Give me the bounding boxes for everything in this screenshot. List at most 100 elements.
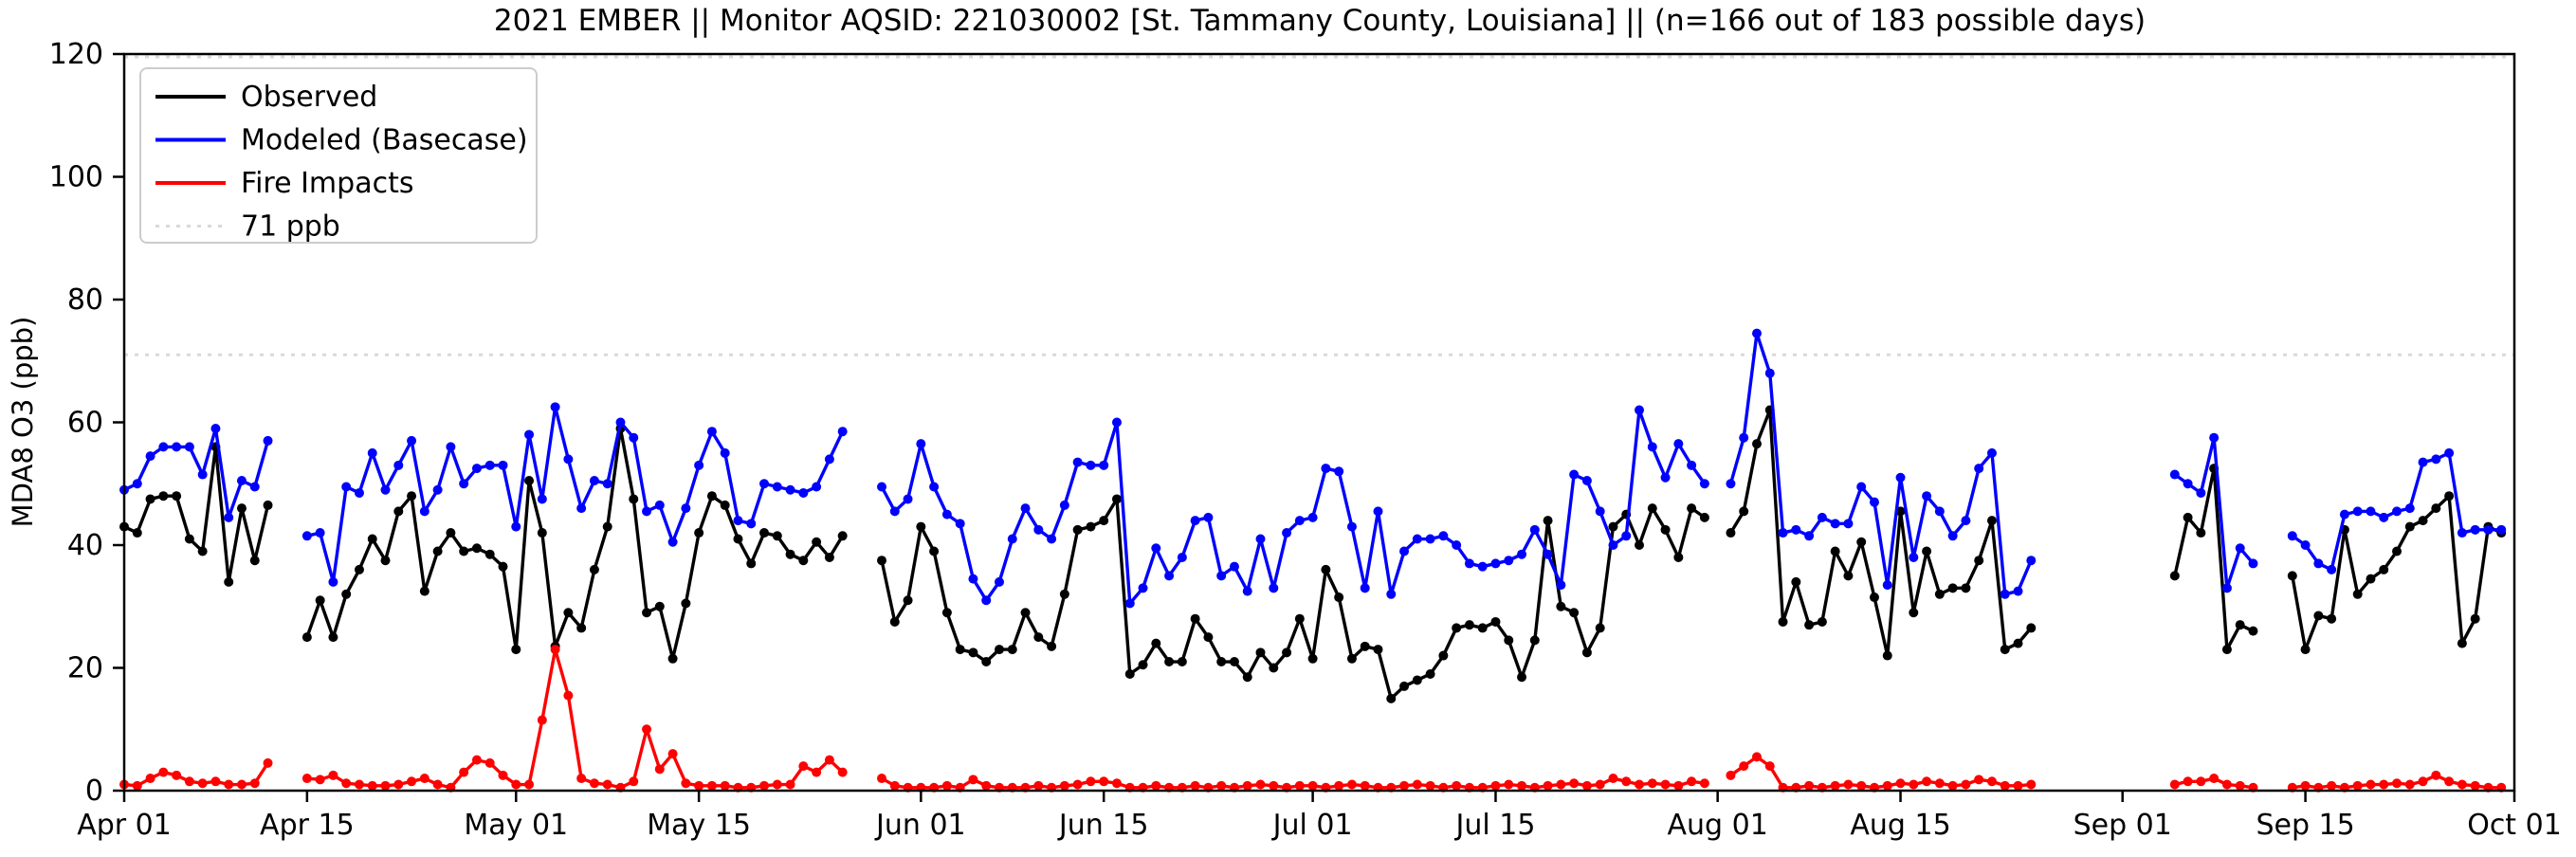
series-fire-marker <box>1399 780 1410 791</box>
series-observed-marker <box>1360 641 1370 651</box>
series-observed-marker <box>589 564 599 574</box>
series-fire-marker <box>798 761 809 772</box>
series-modeled-marker <box>1346 521 1357 532</box>
series-observed-marker <box>224 576 234 587</box>
series-observed-marker <box>524 476 535 486</box>
series-observed-marker <box>785 549 795 559</box>
series-fire-marker <box>524 779 535 790</box>
series-observed-marker <box>1922 546 1932 556</box>
series-fire-marker <box>2209 774 2220 784</box>
series-modeled-marker <box>1635 405 1645 415</box>
series-modeled-marker <box>1778 528 1788 538</box>
y-tick-label: 0 <box>85 775 103 808</box>
series-fire-marker <box>1856 780 1867 791</box>
series-modeled-marker <box>1334 466 1344 477</box>
series-modeled-marker <box>1986 447 1997 458</box>
series-observed-marker <box>1961 583 1971 593</box>
series-observed-marker <box>837 531 848 541</box>
series-modeled-marker <box>759 479 770 489</box>
series-fire-marker <box>1490 780 1501 791</box>
series-fire-marker <box>1934 778 1945 789</box>
series-modeled-marker <box>1164 571 1175 581</box>
series-modeled-marker <box>1177 552 1187 562</box>
series-modeled-marker <box>1804 531 1815 541</box>
series-modeled-marker <box>1282 528 1292 538</box>
series-modeled-marker <box>1751 328 1762 338</box>
series-observed-marker <box>720 500 730 510</box>
series-fire-marker <box>981 780 992 791</box>
series-observed-marker <box>1843 571 1854 581</box>
series-observed-marker <box>1543 516 1553 526</box>
x-tick-label: Jul 01 <box>1271 809 1353 842</box>
series-modeled-marker <box>184 442 194 452</box>
series-modeled-marker <box>563 454 574 465</box>
series-fire-marker <box>1151 780 1161 791</box>
series-observed-marker <box>929 546 940 556</box>
series-modeled-marker <box>2313 558 2324 569</box>
series-fire-marker <box>1673 780 1684 791</box>
series-observed-marker <box>1751 439 1762 449</box>
series-fire-marker <box>1569 778 1580 789</box>
series-modeled-marker <box>145 451 155 462</box>
series-modeled-marker <box>1830 519 1840 529</box>
series-fire-marker <box>249 778 260 789</box>
series-observed-marker <box>1569 608 1580 618</box>
series-fire-marker <box>2470 780 2480 791</box>
series-observed-line <box>880 497 1706 701</box>
series-modeled-marker <box>1647 442 1657 452</box>
series-observed-marker <box>2013 638 2023 648</box>
series-modeled-marker <box>1961 516 1971 526</box>
plot-area: Apr 01 Apr 15 May 01 May 15 Jun 01 Jun 15 Jul … <box>49 38 2562 842</box>
series-modeled-marker <box>2221 583 2232 593</box>
series-fire-marker <box>1595 779 1605 790</box>
series-observed-marker <box>1595 623 1605 633</box>
series-fire-marker <box>1660 779 1671 790</box>
series-modeled-marker <box>1504 556 1514 566</box>
series-observed-marker <box>1282 647 1292 658</box>
series-modeled-marker <box>667 537 678 547</box>
series-fire-marker <box>1986 776 1997 787</box>
series-observed-marker <box>446 528 456 538</box>
series-modeled-marker <box>981 595 992 606</box>
series-observed-marker <box>2248 626 2258 636</box>
series-modeled-marker <box>224 512 234 522</box>
series-observed-marker <box>1608 521 1618 532</box>
series-modeled-marker <box>432 484 443 495</box>
series-modeled-marker <box>602 479 612 489</box>
x-tick-label: Oct 01 <box>2467 809 2562 842</box>
series-observed-marker <box>172 491 182 501</box>
series-observed-marker <box>1007 645 1017 655</box>
series-modeled-marker <box>1072 457 1083 467</box>
series-observed-marker <box>1190 613 1200 624</box>
legend-label: Fire Impacts <box>241 167 413 200</box>
series-modeled-marker <box>328 576 338 587</box>
series-fire-marker <box>889 780 900 791</box>
series-fire-marker <box>1556 779 1566 790</box>
series-modeled-marker <box>824 454 834 465</box>
series-fire-line <box>306 647 844 790</box>
series-modeled-marker <box>1909 552 1919 562</box>
series-observed-marker <box>772 531 782 541</box>
series-fire-line <box>123 761 269 788</box>
series-modeled-marker <box>2366 506 2376 517</box>
series-modeled-marker <box>550 402 560 412</box>
series-fire-marker <box>1334 780 1344 791</box>
x-tick-label: Jun 01 <box>874 809 966 842</box>
series-modeled-marker <box>785 484 795 495</box>
series-fire-marker <box>1543 780 1553 791</box>
series-modeled-marker <box>1882 580 1892 591</box>
series-observed-marker <box>407 491 417 501</box>
series-modeled-marker <box>1869 497 1879 507</box>
series-modeled-marker <box>1974 464 1984 474</box>
series-observed-marker <box>1124 668 1135 679</box>
series-modeled-marker <box>1817 512 1827 522</box>
series-modeled-marker <box>837 427 848 437</box>
series-observed-marker <box>2327 613 2337 624</box>
series-modeled-marker <box>1059 500 1069 510</box>
series-fire-marker <box>1581 780 1592 791</box>
series-fire-marker <box>576 774 587 784</box>
x-tick-label: Aug 15 <box>1850 809 1950 842</box>
series-fire-marker <box>537 715 547 725</box>
series-modeled-marker <box>2483 524 2494 535</box>
series-observed-marker <box>1151 638 1161 648</box>
